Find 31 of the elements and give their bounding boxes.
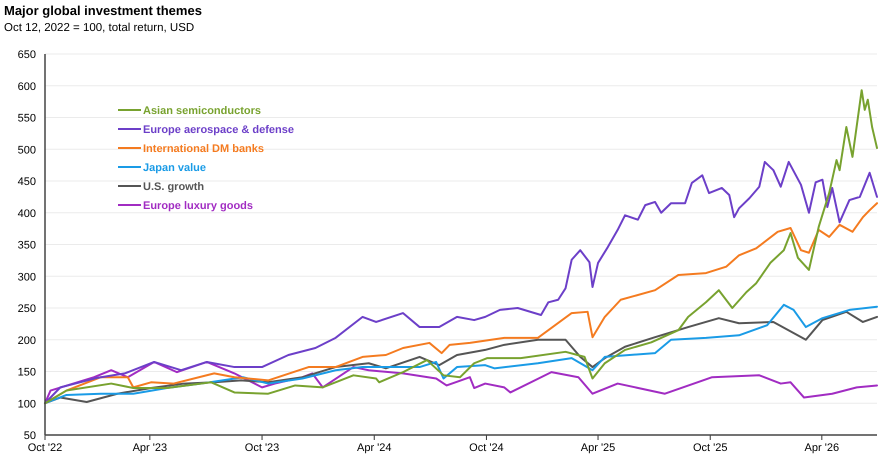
chart-title: Major global investment themes [4,3,202,18]
x-tick-label: Oct '22 [28,442,62,454]
chart-subtitle: Oct 12, 2022 = 100, total return, USD [4,22,194,34]
legend-label: U.S. growth [143,181,204,193]
legend-label: Europe aerospace & defense [143,124,294,136]
y-tick-label: 600 [18,80,36,93]
y-tick-label: 150 [18,366,36,378]
y-tick-label: 400 [18,208,36,220]
y-tick-label: 50 [24,430,36,442]
y-tick-label: 650 [18,49,36,61]
y-tick-label: 200 [18,334,36,347]
legend-label: Asian semiconductors [143,105,261,117]
y-tick-label: 350 [18,240,36,252]
y-tick-label: 450 [18,176,36,188]
x-tick-label: Oct '23 [244,442,280,454]
y-tick-label: 550 [18,112,36,124]
legend-label: Japan value [143,162,206,174]
x-tick-label: Apr '26 [804,442,840,454]
y-tick-label: 100 [18,398,36,410]
x-tick-label: Apr '24 [356,442,392,454]
x-tick-label: Apr '23 [132,442,168,454]
y-tick-label: 500 [18,144,36,156]
legend-label: International DM banks [143,143,264,155]
y-tick-label: 250 [18,303,36,315]
y-tick-label: 300 [18,271,36,284]
x-tick-label: Oct '25 [692,442,728,454]
line-series [44,160,878,404]
line-series [44,89,878,404]
x-tick-label: Oct '24 [469,442,504,454]
legend-label: Europe luxury goods [143,200,254,212]
x-tick-label: Apr '25 [580,442,616,454]
